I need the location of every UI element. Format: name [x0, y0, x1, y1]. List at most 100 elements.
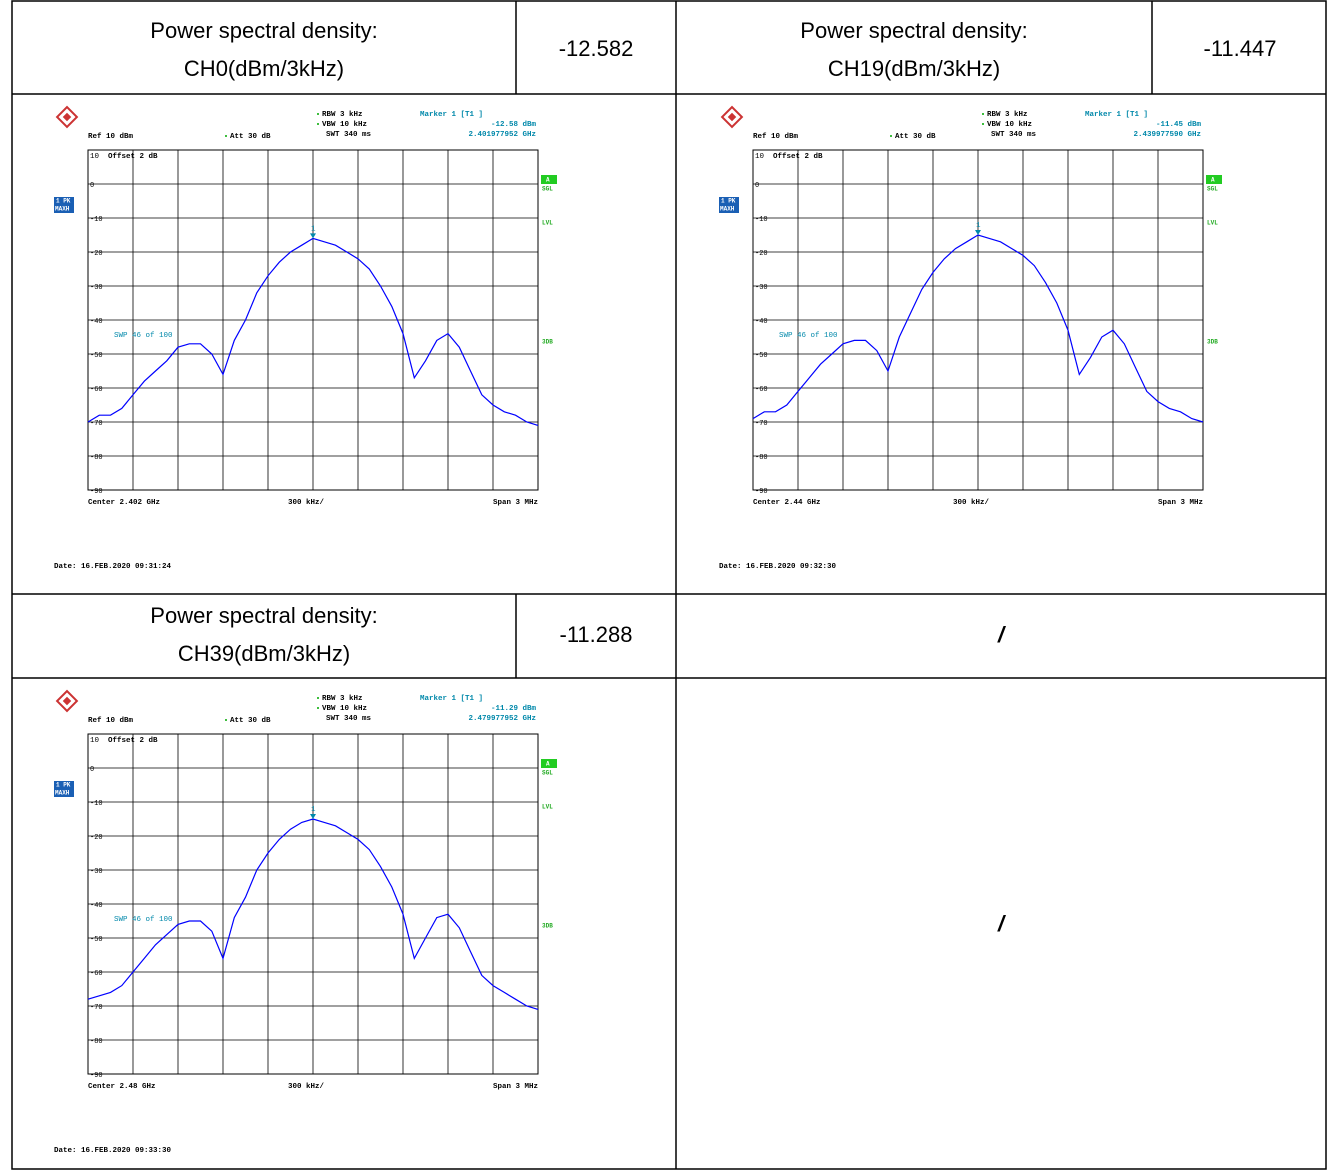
rbw: RBW 3 kHz — [322, 111, 363, 119]
division: 300 kHz/ — [288, 1083, 325, 1091]
y-tick-label: -30 — [90, 284, 103, 292]
bullet — [225, 719, 227, 721]
marker-number: 1 — [976, 222, 981, 230]
marker-symbol — [975, 230, 981, 235]
trace-mode: 1 PK — [56, 782, 71, 789]
bullet — [225, 135, 227, 137]
cell-value: -12.582 — [559, 36, 634, 61]
status-label: A — [546, 177, 550, 184]
offset: Offset 2 dB — [108, 153, 158, 161]
sweep: SWP 46 of 100 — [114, 332, 173, 340]
bullet — [317, 123, 319, 125]
trace-mode: 1 PK — [56, 198, 71, 205]
marker: Marker 1 [T1 ] — [420, 111, 483, 119]
vbw: VBW 10 kHz — [987, 121, 1032, 129]
ref: Ref 10 dBm — [88, 717, 134, 725]
swt: SWT 340 ms — [326, 131, 372, 139]
y-tick-label: -60 — [90, 386, 103, 394]
status-label: LVL — [542, 804, 553, 811]
y-tick-label: -60 — [90, 970, 103, 978]
bullet — [982, 123, 984, 125]
y-tick-label: -40 — [755, 318, 768, 326]
cell-title: CH19(dBm/3kHz) — [828, 56, 1000, 81]
y-tick-label: -70 — [90, 1004, 103, 1012]
placeholder: / — [997, 911, 1007, 936]
date: Date: 16.FEB.2020 09:33:30 — [54, 1147, 172, 1155]
status-label: A — [1211, 177, 1215, 184]
sweep: SWP 46 of 100 — [779, 332, 838, 340]
status-label: 3DB — [1207, 339, 1218, 346]
ref-level: 10 — [90, 737, 100, 745]
marker-level: -11.29 dBm — [491, 705, 537, 713]
date: Date: 16.FEB.2020 09:32:30 — [719, 563, 837, 571]
trace-mode: 1 PK — [721, 198, 736, 205]
status-label: 3DB — [542, 923, 553, 930]
bullet — [317, 707, 319, 709]
att: Att 30 dB — [230, 133, 271, 141]
status-label: LVL — [1207, 220, 1218, 227]
center: Center 2.402 GHz — [88, 499, 160, 507]
status-label: 3DB — [542, 339, 553, 346]
trace-mode: MAXH — [55, 790, 70, 797]
trace-mode: MAXH — [720, 206, 735, 213]
status-label: SGL — [542, 186, 553, 193]
y-tick-label: -50 — [90, 936, 103, 944]
y-tick-label: -10 — [755, 216, 768, 224]
status-box — [541, 759, 557, 768]
center: Center 2.44 GHz — [753, 499, 821, 507]
y-tick-label: -70 — [90, 420, 103, 428]
marker-level: -11.45 dBm — [1156, 121, 1202, 129]
y-tick-label: -10 — [90, 800, 103, 808]
y-tick-label: 0 — [90, 766, 94, 774]
marker-freq: 2.401977952 GHz — [468, 131, 536, 139]
status-label: LVL — [542, 220, 553, 227]
marker-freq: 2.479977952 GHz — [468, 715, 536, 723]
sweep: SWP 46 of 100 — [114, 916, 173, 924]
trace-mode: MAXH — [55, 206, 70, 213]
marker-symbol — [310, 814, 316, 819]
y-tick-label: -40 — [90, 902, 103, 910]
y-tick-label: -30 — [90, 868, 103, 876]
status-box — [1206, 175, 1222, 184]
table-borders — [11, 0, 1327, 1170]
y-tick-label: -70 — [755, 420, 768, 428]
cell-title: Power spectral density: — [800, 18, 1027, 43]
y-tick-label: 0 — [755, 182, 759, 190]
y-tick-label: -80 — [90, 454, 103, 462]
date: Date: 16.FEB.2020 09:31:24 — [54, 563, 172, 571]
trace-mode-box — [719, 197, 739, 213]
bullet — [317, 697, 319, 699]
att: Att 30 dB — [230, 717, 271, 725]
marker: Marker 1 [T1 ] — [1085, 111, 1148, 119]
span: Span 3 MHz — [493, 499, 538, 507]
rbw: RBW 3 kHz — [322, 695, 363, 703]
division: 300 kHz/ — [953, 499, 990, 507]
ref: Ref 10 dBm — [88, 133, 134, 141]
status-box — [541, 175, 557, 184]
center: Center 2.48 GHz — [88, 1083, 156, 1091]
marker-level: -12.58 dBm — [491, 121, 537, 129]
y-tick-label: -50 — [90, 352, 103, 360]
y-tick-label: -80 — [755, 454, 768, 462]
y-tick-label: -10 — [90, 216, 103, 224]
placeholder: / — [997, 622, 1007, 647]
att: Att 30 dB — [895, 133, 936, 141]
cell-title: CH0(dBm/3kHz) — [184, 56, 344, 81]
cell-title: Power spectral density: — [150, 603, 377, 628]
y-tick-label: -20 — [90, 250, 103, 258]
marker-symbol — [310, 233, 316, 239]
cell-value: -11.288 — [560, 622, 633, 647]
marker-freq: 2.439977590 GHz — [1133, 131, 1201, 139]
y-tick-label: -90 — [755, 488, 768, 496]
span: Span 3 MHz — [493, 1083, 538, 1091]
division: 300 kHz/ — [288, 499, 325, 507]
status-label: SGL — [542, 770, 553, 777]
status-label: A — [546, 761, 550, 768]
y-tick-label: -60 — [755, 386, 768, 394]
trace-mode-box — [54, 197, 74, 213]
marker-number: 1 — [311, 806, 316, 814]
ref: Ref 10 dBm — [753, 133, 799, 141]
swt: SWT 340 ms — [326, 715, 372, 723]
